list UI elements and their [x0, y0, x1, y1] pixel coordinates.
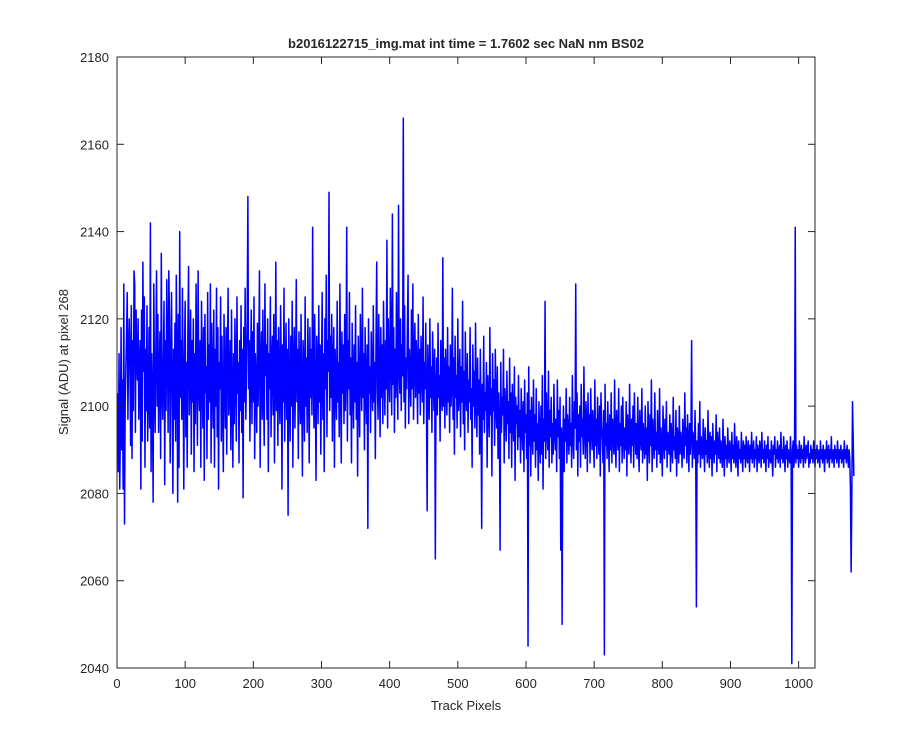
y-tick-label-2180: 2180: [80, 50, 109, 65]
x-tick-label-700: 700: [583, 676, 605, 691]
x-tick-label-100: 100: [174, 676, 196, 691]
tick-layer: 0 100 200 300 400 500 600 700 800 900 1000 2040 2060…: [80, 50, 815, 691]
chart-title: b2016122715_img.mat int time = 1.7602 se…: [288, 36, 644, 51]
y-tick-label-2140: 2140: [80, 225, 109, 240]
x-tick-label-600: 600: [515, 676, 537, 691]
y-tick-label-2080: 2080: [80, 486, 109, 501]
y-tick-label-2120: 2120: [80, 312, 109, 327]
x-tick-label-300: 300: [311, 676, 333, 691]
x-tick-label-1000: 1000: [784, 676, 813, 691]
y-tick-label-2100: 2100: [80, 399, 109, 414]
y-tick-label-2040: 2040: [80, 661, 109, 676]
x-tick-label-500: 500: [447, 676, 469, 691]
y-tick-label-2160: 2160: [80, 137, 109, 152]
x-tick-label-800: 800: [651, 676, 673, 691]
y-tick-label-2060: 2060: [80, 574, 109, 589]
axes-box: [116, 56, 816, 669]
x-axis-label: Track Pixels: [431, 698, 502, 713]
x-tick-label-0: 0: [113, 676, 120, 691]
x-tick-label-400: 400: [379, 676, 401, 691]
series-layer: [116, 117, 855, 665]
series-line-1: [116, 117, 855, 665]
x-tick-label-900: 900: [720, 676, 742, 691]
x-tick-label-200: 200: [242, 676, 264, 691]
y-axis-label: Signal (ADU) at pixel 268: [56, 289, 71, 435]
